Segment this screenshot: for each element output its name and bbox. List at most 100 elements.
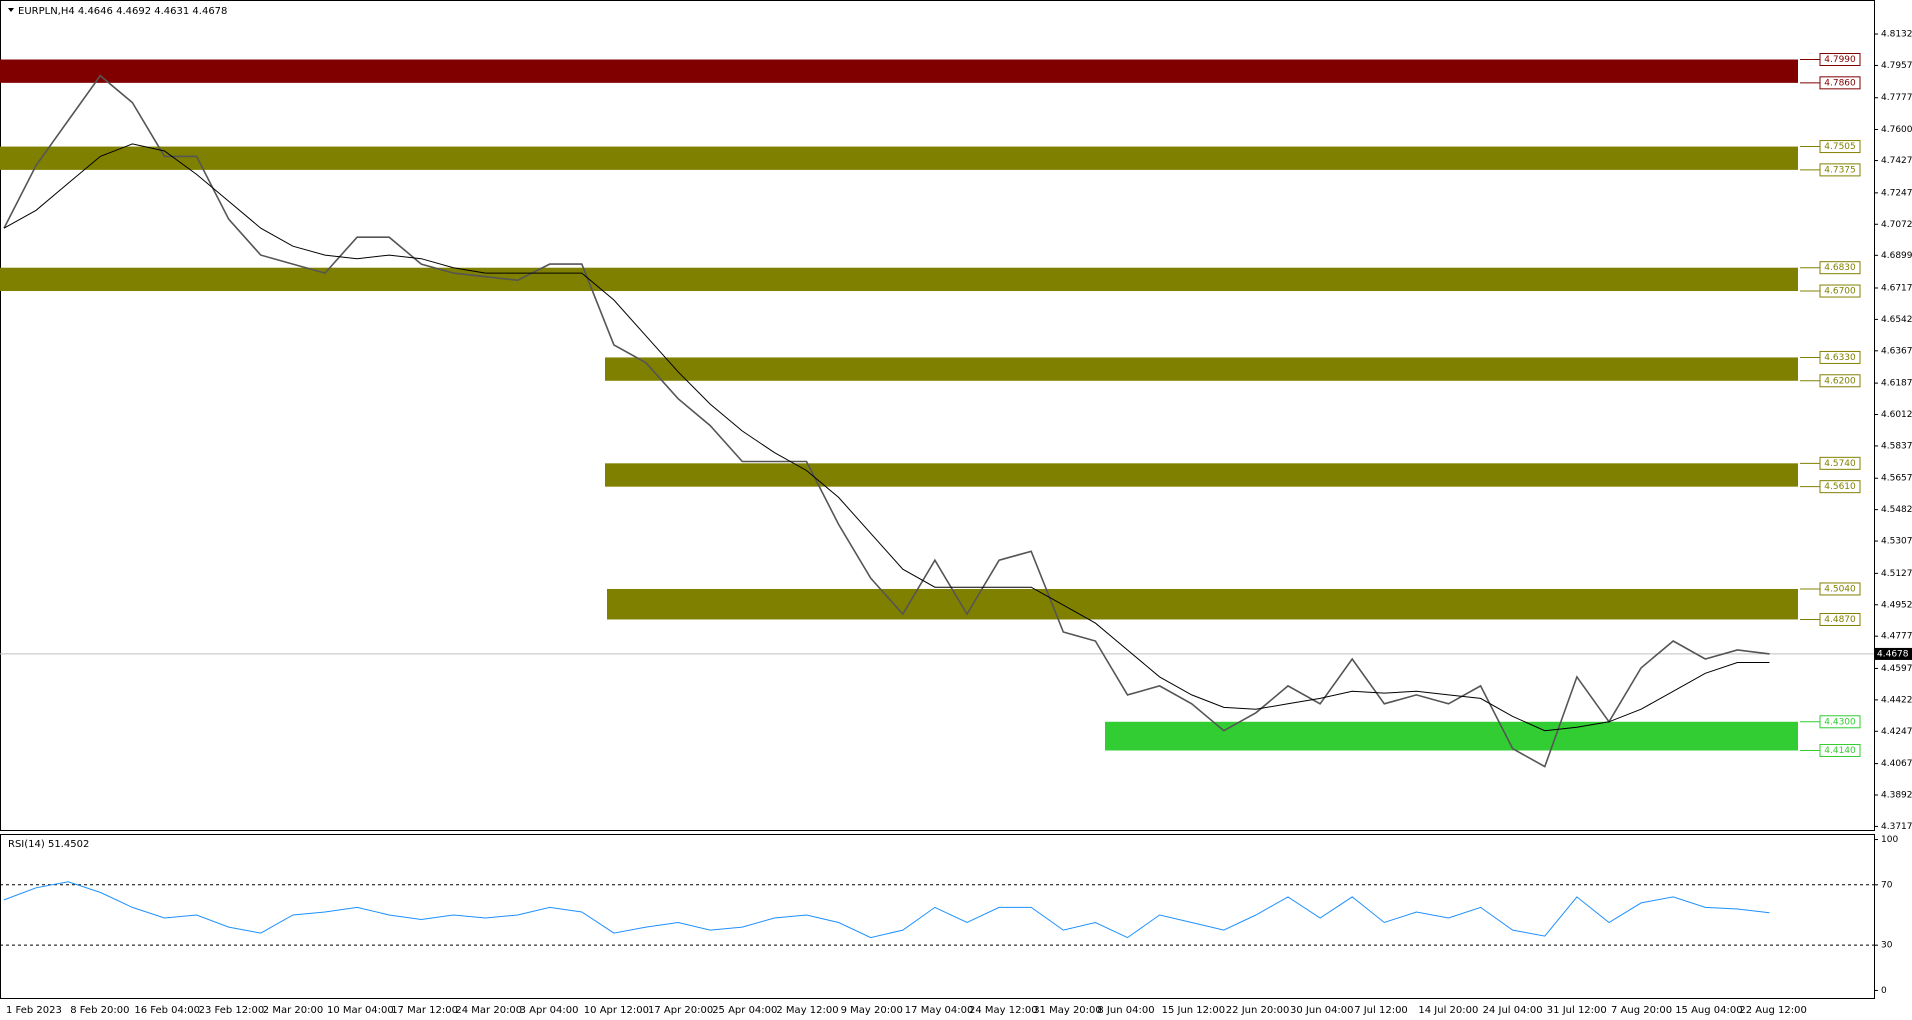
x-tick-label: 24 May 12:00 [969,1005,1038,1016]
zone-label-box [1819,350,1861,364]
x-tick-label: 17 May 04:00 [905,1005,974,1016]
y-tick-label: 4.6012 [1881,410,1912,420]
y-tick-label: 0 [1881,986,1887,996]
x-tick-label: 17 Mar 12:00 [391,1005,458,1016]
x-tick-label: 8 Jun 04:00 [1097,1005,1154,1016]
x-tick-label: 7 Jul 12:00 [1354,1005,1408,1016]
zone-label: 4.5740 [1824,459,1856,469]
y-tick-label: 4.5837 [1881,441,1912,451]
y-tick-label: 4.5127 [1881,569,1912,579]
price-line [3,74,1770,768]
x-tick-label: 22 Aug 12:00 [1739,1005,1806,1016]
zone-label: 4.7860 [1824,78,1856,88]
y-tick-label: 4.4777 [1881,632,1912,642]
x-tick-label: 1 Feb 2023 [6,1005,62,1016]
zone-label: 4.6700 [1824,287,1856,297]
zone-label: 4.5040 [1824,584,1856,594]
x-tick-label: 15 Aug 04:00 [1675,1005,1742,1016]
y-tick-label: 4.6367 [1881,346,1912,356]
zone-label: 4.5610 [1824,482,1856,492]
y-tick-label: 4.7957 [1881,61,1912,71]
x-tick-label: 10 Mar 04:00 [327,1005,394,1016]
zone [605,463,1798,487]
zone [1105,721,1798,751]
main-pane [0,0,1875,831]
y-tick-label: 4.4247 [1881,727,1912,737]
x-tick-label: 17 Apr 20:00 [648,1005,713,1016]
zone [0,267,1798,292]
zone-label: 4.6330 [1824,353,1856,363]
x-tick-label: 2 May 12:00 [776,1005,838,1016]
chart-title: EURPLN,H4 4.4646 4.4692 4.4631 4.4678 [18,6,227,17]
x-tick-label: 7 Aug 20:00 [1611,1005,1672,1016]
zone-label-box [1819,374,1861,388]
zone-label-box [1819,53,1861,67]
x-tick-label: 25 Apr 04:00 [712,1005,777,1016]
zone-label: 4.4140 [1824,746,1856,756]
zone-label: 4.4300 [1824,717,1856,727]
y-tick-label: 4.6899 [1881,251,1912,261]
zone-label-box [1819,480,1861,494]
zone [0,146,1798,170]
y-tick-label: 4.6187 [1881,379,1912,389]
y-tick-label: 4.3717 [1881,822,1912,832]
x-tick-label: 16 Feb 04:00 [134,1005,200,1016]
zone-label-box [1819,163,1861,177]
zone-label-box [1819,140,1861,154]
symbol-menu[interactable] [8,8,14,12]
x-tick-label: 15 Jun 12:00 [1162,1005,1226,1016]
zone-label-box [1819,743,1861,757]
y-tick-label: 4.5482 [1881,505,1912,515]
x-tick-label: 30 Jun 04:00 [1290,1005,1354,1016]
y-tick-label: 4.6717 [1881,283,1912,293]
y-tick-label: 4.8132 [1881,30,1912,40]
x-tick-label: 22 Jun 20:00 [1226,1005,1290,1016]
zone-label-box [1819,582,1861,596]
x-tick-label: 8 Feb 20:00 [70,1005,129,1016]
x-tick-label: 9 May 20:00 [841,1005,903,1016]
x-tick-label: 24 Jul 04:00 [1483,1005,1543,1016]
x-tick-label: 3 Apr 04:00 [520,1005,579,1016]
y-tick-label: 4.7427 [1881,156,1912,166]
y-tick-label: 4.5657 [1881,474,1912,484]
rsi-pane [0,834,1875,999]
zone-label-box [1819,284,1861,298]
y-tick-label: 4.4422 [1881,695,1912,705]
zone-label: 4.6830 [1824,263,1856,273]
zone-label: 4.4870 [1824,615,1856,625]
zone-label: 4.7505 [1824,142,1856,152]
rsi-title: RSI(14) 51.4502 [8,839,89,850]
y-tick-label: 4.6542 [1881,315,1912,325]
y-tick-label: 100 [1881,835,1898,845]
zone-label-box [1819,76,1861,90]
x-tick-label: 10 Apr 12:00 [584,1005,649,1016]
y-tick-label: 4.4067 [1881,759,1912,769]
y-tick-label: 4.7600 [1881,125,1912,135]
zone-label-box [1819,261,1861,275]
zone-label-box [1819,456,1861,470]
zone-label-box [1819,612,1861,626]
y-tick-label: 4.3892 [1881,791,1912,801]
y-tick-label: 4.7777 [1881,93,1912,103]
x-tick-label: 31 May 20:00 [1033,1005,1102,1016]
zone-label: 4.7990 [1824,55,1856,65]
x-tick-label: 31 Jul 12:00 [1547,1005,1607,1016]
x-tick-label: 23 Feb 12:00 [199,1005,265,1016]
y-tick-label: 4.5307 [1881,537,1912,547]
zone [0,59,1798,83]
y-tick-label: 4.4597 [1881,664,1912,674]
y-tick-label: 70 [1881,880,1893,890]
y-tick-label: 4.4952 [1881,600,1912,610]
zone-label: 4.7375 [1824,165,1856,175]
last-price-label: 4.4678 [1877,649,1909,659]
x-tick-label: 24 Mar 20:00 [455,1005,522,1016]
x-tick-label: 14 Jul 20:00 [1418,1005,1478,1016]
zone [607,588,1798,620]
y-tick-label: 4.7072 [1881,220,1912,230]
rsi-line [3,881,1770,939]
zone [605,357,1798,381]
last-price-box [1874,647,1912,660]
y-tick-label: 30 [1881,941,1893,951]
y-tick-label: 4.7247 [1881,188,1912,198]
